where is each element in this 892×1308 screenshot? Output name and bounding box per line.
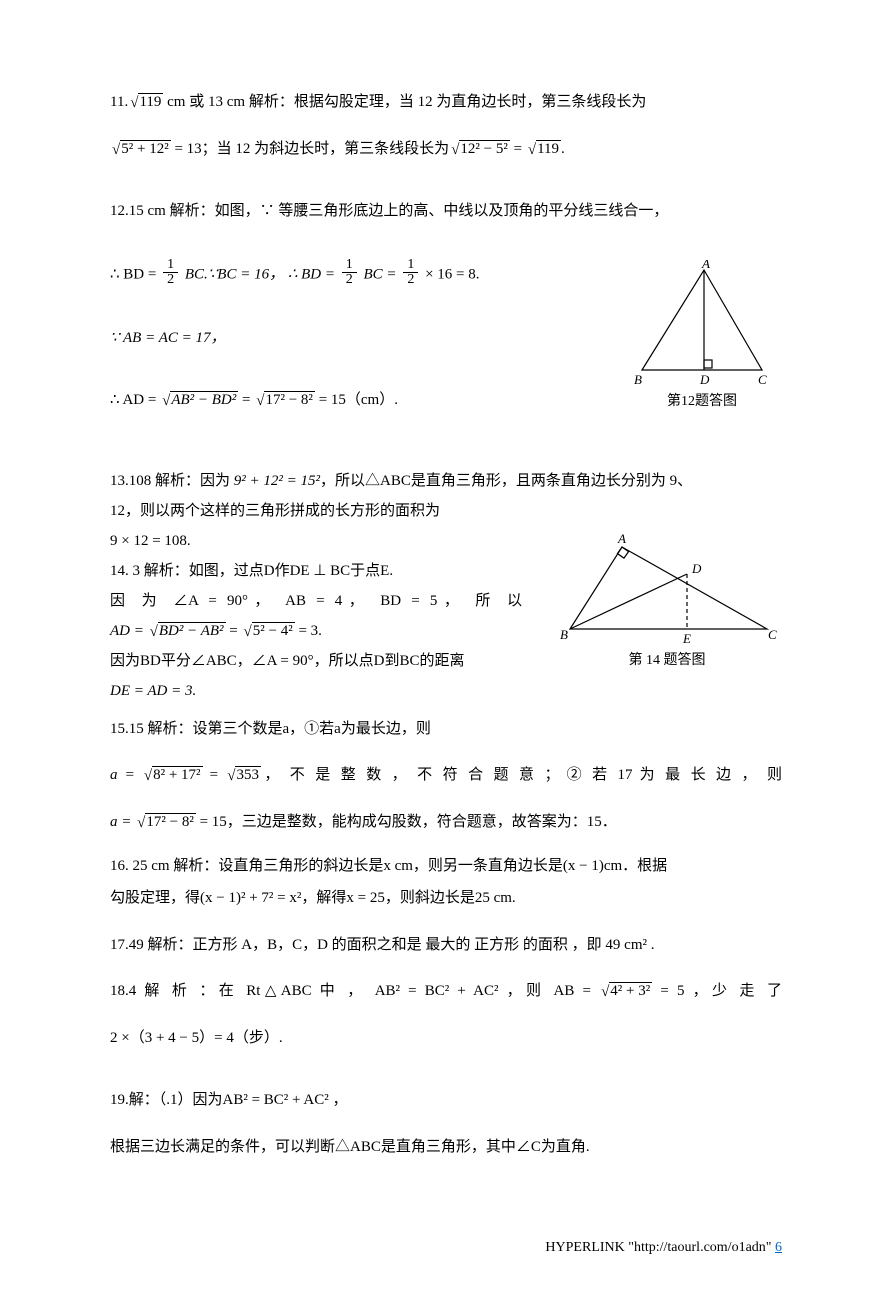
q19-line2: 根据三边长满足的条件，可以判断△ABC是直角三角形，其中∠C为直角. (110, 1133, 782, 1162)
sqrt-icon: 12² − 5² (449, 135, 510, 164)
sqrt-icon: 17² − 8² (254, 386, 315, 415)
page-root: 11.119 cm 或 13 cm 解析：根据勾股定理，当 12 为直角边长时，… (0, 0, 892, 1308)
q18-l1a: 18.4 解 析 ：在 Rt△ABC 中 ， AB² = BC² + AC² ，… (110, 983, 599, 999)
q16-line2: 勾股定理，得(x − 1)² + 7² = x²，解得x = 25，则斜边长是2… (110, 884, 782, 913)
q11-line1: 11.119 cm 或 13 cm 解析：根据勾股定理，当 12 为直角边长时，… (110, 88, 782, 117)
svg-text:D: D (699, 372, 710, 387)
q13-line3: 9 × 12 = 108. (110, 529, 522, 553)
svg-text:B: B (634, 372, 642, 387)
q14-figure: A D B E C 第 14 题答图 (552, 529, 782, 669)
sqrt-icon: 17² − 8² (135, 808, 196, 837)
sqrt-icon: AB² − BD² (160, 386, 238, 415)
q14-l3b: = (226, 623, 242, 639)
sqrt-icon: 5² − 4² (242, 619, 295, 643)
q12-l4b: = (238, 392, 254, 408)
page-number: 6 (775, 1240, 782, 1255)
q11-lead: 解析：根据勾股定理，当 12 为直角边长时，第三条线段长为 (245, 94, 646, 110)
q12-l2c: BC = (360, 266, 401, 282)
q15-l3a: a = (110, 814, 135, 830)
q18-line1: 18.4 解 析 ：在 Rt△ABC 中 ， AB² = BC² + AC² ，… (110, 977, 782, 1006)
q13-eq: 9² + 12² = 15² (234, 473, 320, 489)
q14-line3: AD = BD² − AB² = 5² − 4² = 3. (110, 619, 522, 643)
svg-text:C: C (768, 627, 777, 642)
q12-l2a: ∴ BD = (110, 266, 160, 282)
q15-l3b: = 15，三边是整数，能构成勾股数，符合题意，故答案为：15． (196, 814, 617, 830)
q12-line3: ∵ AB = AC = 17， (110, 324, 592, 353)
q14-line5: DE = AD = 3. (110, 679, 522, 703)
q15-line3: a = 17² − 8² = 15，三边是整数，能构成勾股数，符合题意，故答案为… (110, 808, 782, 837)
q19-line1: 19.解：（.1）因为AB² = BC² + AC² ， (110, 1086, 782, 1115)
q18-line2: 2 ×（3 + 4 − 5）= 4（步）. (110, 1024, 782, 1053)
q13-line1: 13.108 解析：因为 9² + 12² = 15²，所以△ABC是直角三角形… (110, 469, 782, 493)
svg-text:D: D (691, 561, 702, 576)
q11-eq: = (510, 141, 526, 157)
sqrt-icon: 353 (225, 761, 261, 790)
q11-e1r: = 13 (171, 141, 202, 157)
fraction: 12 (342, 258, 357, 288)
q12-text: ∴ BD = 12 BC.∵BC = 16， ∴ BD = 12 BC = 12… (110, 260, 592, 449)
q13-l1a: 13.108 解析：因为 (110, 473, 234, 489)
q11-ans2: 13 cm (208, 94, 245, 110)
q12-line1: 12.15 cm 解析：如图，∵ 等腰三角形底边上的高、中线以及顶角的平分线三线… (110, 197, 782, 226)
triangle-icon: A B D C (622, 260, 782, 390)
q14-line4: 因为BD平分∠ABC，∠A = 90°，所以点D到BC的距离 (110, 649, 522, 673)
q14-text: 9 × 12 = 108. 14. 3 解析：如图，过点D作DE ⊥ BC于点E… (110, 529, 522, 709)
q11-line2: 5² + 12² = 13；当 12 为斜边长时，第三条线段长为12² − 5²… (110, 135, 782, 164)
fraction: 12 (403, 258, 418, 288)
q12-block: ∴ BD = 12 BC.∵BC = 16， ∴ BD = 12 BC = 12… (110, 260, 782, 449)
sqrt-icon: 4² + 3² (599, 977, 652, 1006)
q11-unit1: cm (163, 94, 185, 110)
q12-l4a: ∴ AD = (110, 392, 160, 408)
fraction: 12 (163, 258, 178, 288)
q15-line2: a = 8² + 17² = 353， 不 是 整 数 ， 不 符 合 题 意 … (110, 761, 782, 790)
q12-figure: A B D C 第12题答图 (622, 260, 782, 410)
q12-l2b: BC.∵BC = 16， ∴ BD = (181, 266, 339, 282)
sqrt-icon: 5² + 12² (110, 135, 171, 164)
q12-line2: ∴ BD = 12 BC.∵BC = 16， ∴ BD = 12 BC = 12… (110, 260, 592, 290)
q14-caption: 第 14 题答图 (552, 649, 782, 669)
q11-tail: . (561, 141, 565, 157)
q14-line2: 因 为 ∠A = 90°， AB = 4， BD = 5， 所 以 (110, 589, 522, 613)
q14-block: 9 × 12 = 108. 14. 3 解析：如图，过点D作DE ⊥ BC于点E… (110, 529, 782, 709)
svg-text:C: C (758, 372, 767, 387)
sqrt-icon: 119 (526, 135, 561, 164)
q15-line1: 15.15 解析：设第三个数是a，①若a为最长边，则 (110, 715, 782, 744)
footer-prefix: HYPERLINK "http://taourl.com/o1adn" (545, 1240, 775, 1255)
q14-l3a: AD = (110, 623, 148, 639)
triangle-icon: A D B E C (552, 529, 782, 649)
q13-line2: 12，则以两个这样的三角形拼成的长方形的面积为 (110, 499, 782, 523)
q17-line: 17.49 解析：正方形 A，B，C，D 的面积之和是 最大的 正方形 的面积 … (110, 931, 782, 960)
q12-caption: 第12题答图 (622, 390, 782, 410)
q12-l2d: × 16 = 8. (421, 266, 479, 282)
q12-l4c: = 15（cm）. (315, 392, 398, 408)
svg-text:E: E (682, 631, 691, 646)
q11-or: 或 (185, 94, 208, 110)
q11-label: 11. (110, 94, 128, 110)
q16-line1: 16. 25 cm 解析：设直角三角形的斜边长是x cm，则另一条直角边长是(x… (110, 854, 782, 878)
sqrt-icon: 119 (128, 88, 163, 117)
q15-l2b: = (203, 767, 226, 783)
svg-text:A: A (617, 531, 626, 546)
q11-mid: ；当 12 为斜边长时，第三条线段长为 (202, 141, 450, 157)
sqrt-icon: BD² − AB² (148, 619, 226, 643)
svg-text:A: A (701, 260, 710, 271)
footer-hyperlink[interactable]: HYPERLINK "http://taourl.com/o1adn" 6 (545, 1240, 782, 1256)
q18-l1b: = 5 ，少 走 了 (652, 983, 782, 999)
q13-l1b: ，所以△ABC是直角三角形，且两条直角边长分别为 9、 (320, 473, 692, 489)
q14-line1: 14. 3 解析：如图，过点D作DE ⊥ BC于点E. (110, 559, 522, 583)
q15-l2c: ， 不 是 整 数 ， 不 符 合 题 意 ； ② 若 17 为 最 长 边 ，… (261, 767, 782, 783)
sqrt-icon: 8² + 17² (142, 761, 203, 790)
q15-l2a: a = (110, 767, 142, 783)
q12-line4: ∴ AD = AB² − BD² = 17² − 8² = 15（cm）. (110, 386, 592, 415)
svg-text:B: B (560, 627, 568, 642)
q14-l3c: = 3. (295, 623, 322, 639)
